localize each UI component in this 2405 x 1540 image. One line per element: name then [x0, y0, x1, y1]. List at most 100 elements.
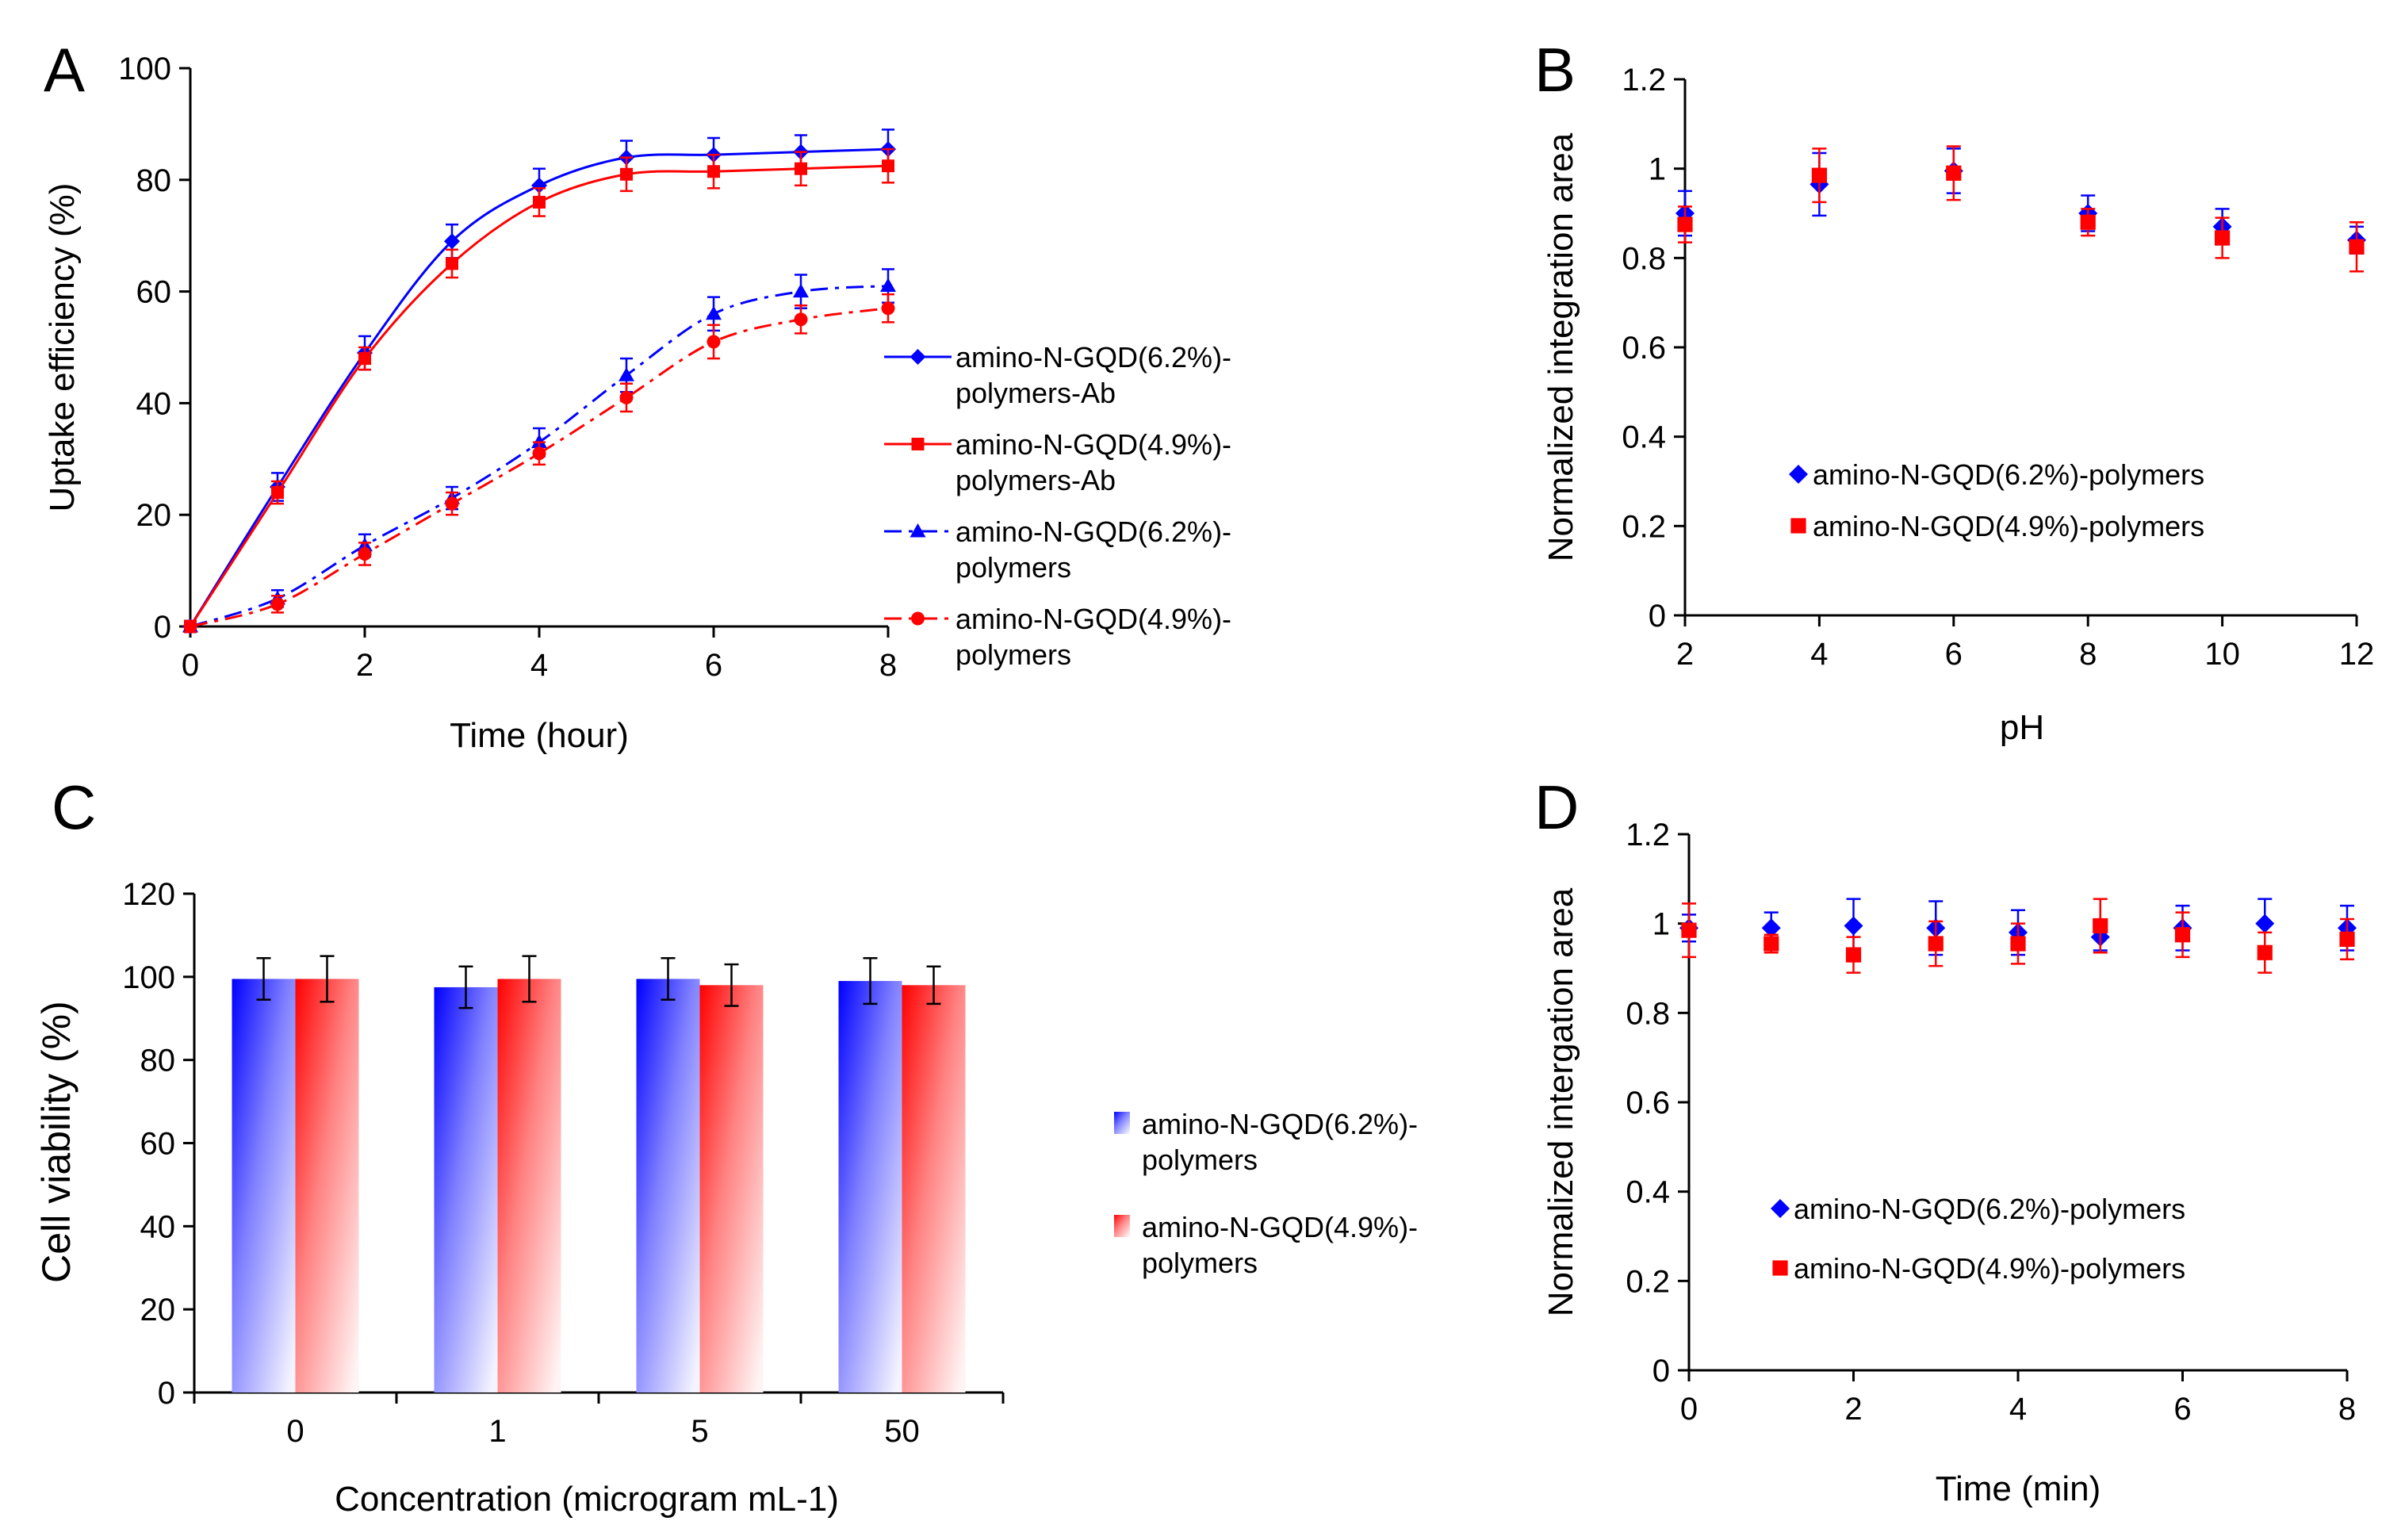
panel-c-y-tick-label: 100: [122, 960, 175, 995]
panel-d-data-point: [2255, 914, 2275, 933]
panel-c-x-tick-label: 5: [691, 1414, 708, 1449]
panel-c-y-tick-label: 80: [140, 1044, 176, 1078]
panel-c-y-axis-title: Cell viability (%): [34, 1001, 79, 1283]
panel-a-data-point: [618, 367, 634, 381]
panel-b-data-point: [1811, 167, 1827, 183]
panel-d-y-tick-label: 1: [1652, 907, 1670, 942]
panel-a-letter: A: [44, 35, 85, 105]
panel-d-data-point: [1681, 922, 1697, 938]
panel-d-y-axis-title: Normalized intergation area: [1541, 887, 1580, 1316]
panel-b-data-point: [1946, 165, 1962, 181]
panel-a-y-tick-label: 60: [136, 275, 172, 310]
panel-a-data-point: [707, 165, 720, 178]
panel-a-data-point: [793, 283, 809, 298]
panel-b-x-tick-label: 8: [2079, 637, 2097, 672]
panel-a-series-line-1: [189, 164, 889, 627]
panel-c-bar: [838, 981, 902, 1393]
panel-a-x-tick-label: 4: [530, 648, 548, 683]
panel-d-y-tick-label: 1.2: [1626, 818, 1670, 852]
panel-b-data-point: [2349, 239, 2365, 255]
panel-c-legend-label: amino-N-GQD(6.2%)-: [1142, 1108, 1418, 1140]
panel-a-legend-marker-1: [911, 438, 925, 450]
panel-a-data-point: [620, 167, 633, 181]
panel-b-legend-marker-0: [1789, 465, 1808, 484]
panel-d-y-tick-label: 0.4: [1626, 1175, 1670, 1210]
panel-a-data-point: [271, 486, 284, 500]
panel-b-legend-label: amino-N-GQD(6.2%)-polymers: [1813, 458, 2204, 491]
panel-c-bar: [295, 979, 359, 1393]
panel-b-data-point: [2080, 214, 2096, 230]
panel-c-error-bar: [661, 956, 676, 1001]
panel-d-data-point: [2339, 931, 2355, 947]
panel-a-data-point: [794, 312, 808, 327]
panel-d-legend-marker-0: [1771, 1199, 1790, 1218]
panel-b-x-tick-label: 12: [2339, 637, 2375, 672]
panel-c-error-bar: [926, 965, 941, 1006]
panel-d-time-chart: 0 0.2 0.4 0.6 0.8 1 1.2 0 2 4 6 8 Time (min) Normaliz…: [1541, 818, 2357, 1508]
panel-d-x-axis-title: Time (min): [1936, 1469, 2101, 1508]
panel-c-bar: [636, 979, 700, 1393]
panel-d-legend-label: amino-N-GQD(4.9%)-polymers: [1794, 1252, 2185, 1285]
panel-d-x-tick-label: 2: [1844, 1392, 1862, 1427]
panel-d-y-tick-label: 0: [1652, 1354, 1670, 1389]
panel-c-bar: [699, 985, 764, 1393]
panel-c-y-tick-label: 20: [140, 1293, 176, 1327]
panel-d-y-tick-label: 0.6: [1626, 1086, 1670, 1121]
panel-c-y-tick-label: 0: [158, 1376, 175, 1411]
panel-b-y-axis-title: Normalized integration area: [1541, 132, 1580, 561]
panel-d-data-point: [1928, 936, 1944, 952]
panel-c-error-bar: [320, 955, 335, 1003]
panel-a-data-point: [880, 278, 896, 293]
panel-d-legend-marker-1: [1772, 1260, 1788, 1276]
panel-a-y-tick-label: 40: [136, 386, 172, 421]
panel-b-x-tick-label: 10: [2204, 637, 2240, 672]
panel-a-legend-label: polymers-Ab: [955, 464, 1116, 496]
panel-a-legend-label: amino-N-GQD(4.9%)-: [955, 603, 1231, 635]
panel-a-y-tick-label: 20: [136, 498, 172, 533]
panel-d-x-tick-label: 0: [1680, 1392, 1698, 1427]
panel-b-legend-label: amino-N-GQD(4.9%)-polymers: [1813, 510, 2204, 542]
panel-d-x-tick-label: 8: [2338, 1392, 2356, 1427]
panel-a-data-point: [532, 446, 546, 461]
panel-c-y-tick-label: 40: [140, 1209, 176, 1244]
panel-b-legend-marker-1: [1790, 518, 1806, 534]
panel-a-y-axis-title: Uptake efficiency (%): [43, 183, 82, 512]
panel-c-error-bar: [256, 956, 271, 1001]
panel-a-data-point: [445, 496, 459, 511]
panel-a-y-tick-label: 100: [118, 52, 171, 86]
panel-a-legend-label: polymers: [955, 551, 1071, 584]
panel-b-x-tick-label: 6: [1945, 637, 1963, 672]
panel-b-y-tick-label: 0.2: [1622, 509, 1666, 544]
panel-a-legend-label: polymers-Ab: [955, 377, 1116, 409]
panel-a-legend-label: amino-N-GQD(4.9%)-: [955, 428, 1231, 461]
panel-a-legend-label: polymers: [955, 638, 1071, 671]
panel-b-y-tick-label: 0.4: [1622, 420, 1666, 455]
panel-a-data-point: [531, 177, 547, 193]
panel-c-legend-label: polymers: [1142, 1144, 1258, 1176]
panel-a-legend-marker-2: [910, 523, 926, 538]
panel-b-y-tick-label: 0.8: [1622, 241, 1666, 276]
panel-a-data-point: [358, 352, 371, 366]
panel-d-y-tick-label: 0.8: [1626, 996, 1670, 1031]
panel-d-x-tick-label: 6: [2173, 1392, 2191, 1427]
panel-c-letter: C: [52, 772, 96, 842]
panel-a-data-point: [706, 305, 722, 320]
panel-d-data-point: [2010, 936, 2026, 952]
panel-d-data-point: [1845, 947, 1862, 963]
panel-c-bar: [434, 986, 498, 1393]
panel-c-x-tick-label: 50: [884, 1414, 920, 1449]
panel-a-data-point: [358, 546, 372, 561]
panel-a-series-line-3: [190, 307, 889, 628]
panel-a-data-point: [183, 619, 197, 634]
panel-d-letter: D: [1534, 772, 1579, 842]
panel-a-x-tick-label: 0: [182, 648, 199, 683]
panel-d-x-tick-label: 4: [2009, 1392, 2027, 1427]
panel-a-data-point: [882, 159, 894, 173]
panel-c-error-bar: [458, 965, 473, 1009]
panel-c-viability-chart: 0 20 40 60 80 100 120 0 1 5 50 Concentration (micro…: [34, 877, 1418, 1519]
panel-c-bar: [232, 979, 296, 1393]
panel-b-data-point: [1677, 216, 1693, 232]
panel-a-x-tick-label: 2: [356, 648, 373, 683]
panel-b-y-tick-label: 1: [1649, 152, 1666, 187]
panel-b-x-axis-title: pH: [2000, 708, 2044, 747]
